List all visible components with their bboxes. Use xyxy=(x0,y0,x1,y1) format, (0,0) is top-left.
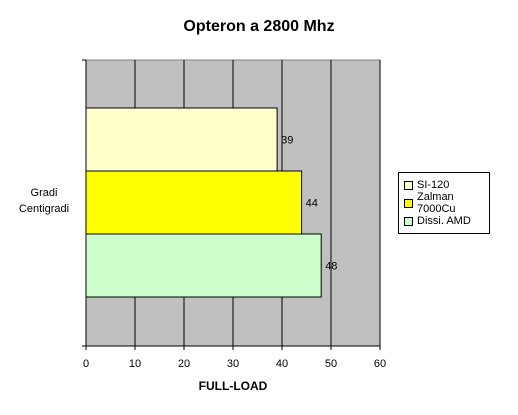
legend-swatch-si-120 xyxy=(404,180,413,190)
chart-title: Opteron a 2800 Mhz xyxy=(183,18,335,35)
legend-item-si-120: SI-120 xyxy=(404,176,489,194)
legend-swatch-dissi-amd xyxy=(404,216,413,226)
legend-swatch-zalman xyxy=(404,198,413,208)
data-label-si-120: 39 xyxy=(281,135,293,147)
bar-zalman-7000cu xyxy=(85,170,303,235)
legend-item-dissi-amd: Dissi. AMD xyxy=(404,212,489,230)
x-axis-label: FULL-LOAD xyxy=(198,379,268,393)
legend-label-dissi-amd: Dissi. AMD xyxy=(417,215,471,227)
x-tick-label-10: 10 xyxy=(129,358,141,370)
bar-si-120 xyxy=(85,107,278,172)
y-axis-label-line-1: Gradi xyxy=(30,187,58,199)
y-axis-label: Gradi Centigradi xyxy=(8,185,80,217)
legend-label-si-120: SI-120 xyxy=(417,179,450,191)
legend-item-zalman: Zalman 7000Cu xyxy=(404,191,489,215)
data-label-zalman-7000cu: 44 xyxy=(306,198,318,210)
x-tick-label-20: 20 xyxy=(178,358,190,370)
x-tick-label-50: 50 xyxy=(325,358,337,370)
bar-dissi-amd xyxy=(85,233,322,298)
x-tick-label-0: 0 xyxy=(83,358,89,370)
x-tick-label-60: 60 xyxy=(374,358,386,370)
legend: SI-120 Zalman 7000Cu Dissi. AMD xyxy=(398,172,490,234)
legend-label-zalman: Zalman 7000Cu xyxy=(417,191,456,215)
x-tick-label-40: 40 xyxy=(276,358,288,370)
y-axis-label-line-2: Centigradi xyxy=(18,203,70,215)
x-tick-label-30: 30 xyxy=(227,358,239,370)
data-label-dissi-amd: 48 xyxy=(325,261,337,273)
